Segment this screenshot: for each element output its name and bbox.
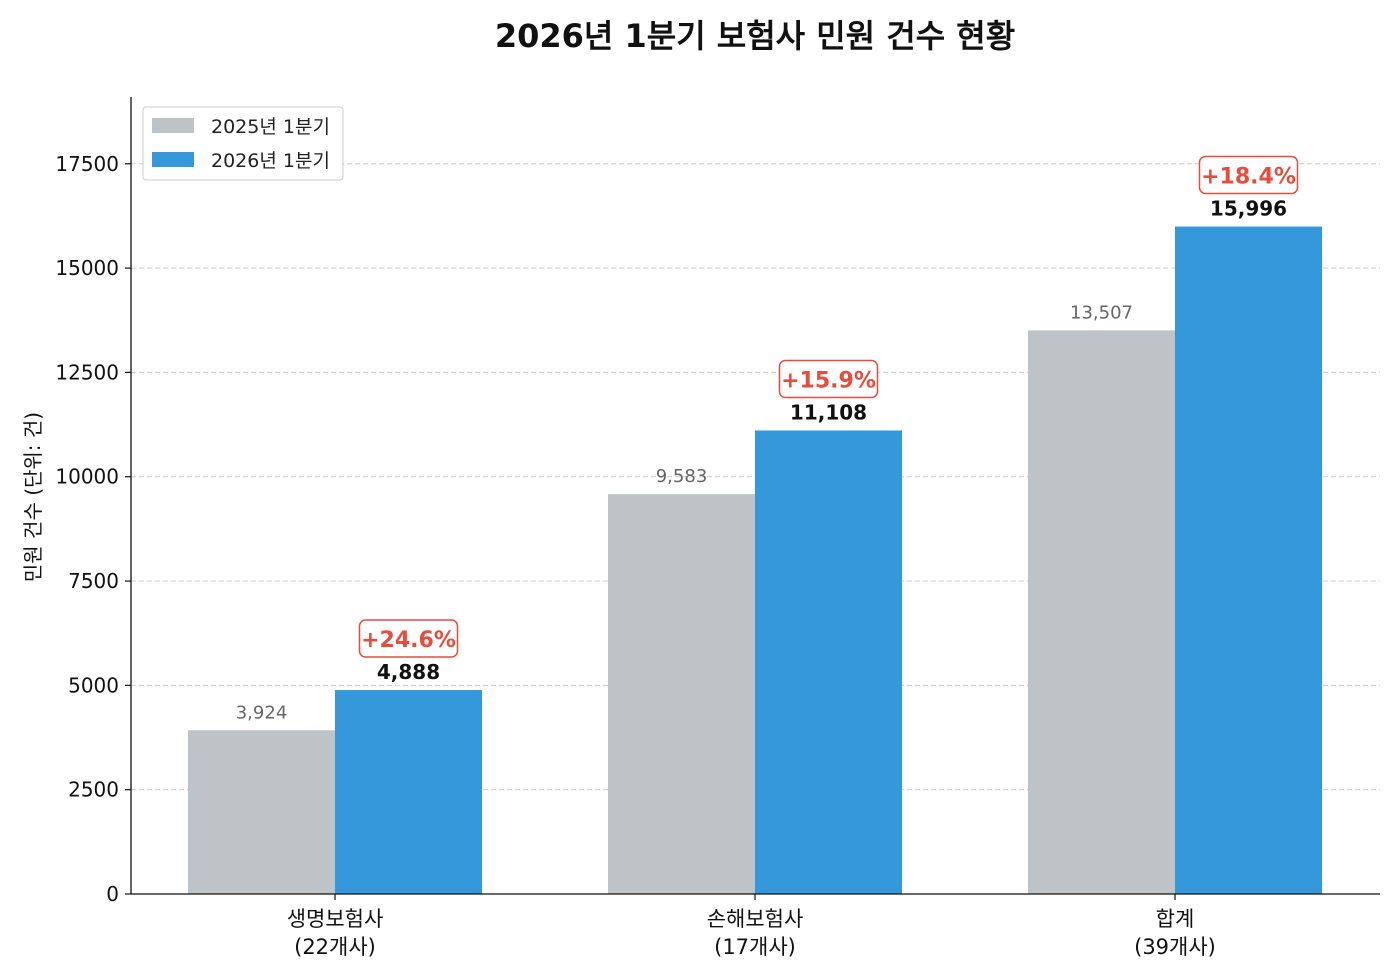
value-label-prev: 13,507 [1070,302,1133,323]
axes: 0 2500 5000 7500 10000 12500 15000 17500 생명보험사 (2… [55,97,1380,959]
growth-label: +15.9% [781,368,876,393]
bar-curr [755,430,902,894]
bar-curr [335,690,482,894]
growth-badge [778,359,879,399]
bars [188,226,1322,894]
category-sublabel: (17개사) [714,935,796,959]
y-tick-label: 0 [106,882,119,906]
category-sublabel: (39개사) [1134,935,1216,959]
legend-label: 2025년 1분기 [211,116,330,138]
bar-prev [608,494,755,894]
legend-label: 2026년 1분기 [211,150,330,172]
y-tick-label: 2500 [68,778,119,802]
y-tick-label: 12500 [55,360,119,384]
chart-title: 2026년 1분기 보험사 민원 건수 현황 [495,17,1015,55]
y-tick-label: 5000 [68,673,119,697]
category-label: 손해보험사 [707,907,804,931]
growth-badge [1198,155,1299,195]
y-tick-label: 10000 [55,465,119,489]
y-tick-label: 15000 [55,256,119,280]
bar-prev [1028,330,1175,894]
y-axis-label: 민원 건수 (단위: 건) [21,412,45,582]
legend-swatch [152,152,194,167]
data-labels: 3,924 4,888 +24.6% 9,583 11,108 +15.9% 13,507 1… [236,155,1299,723]
value-label-curr: 15,996 [1210,197,1287,221]
legend: 2025년 1분기 2026년 1분기 [142,106,344,181]
growth-label: +18.4% [1201,165,1296,190]
category-label: 합계 [1156,907,1195,931]
bar-prev [188,730,335,894]
value-label-curr: 11,108 [790,400,867,424]
category-sublabel: (22개사) [294,935,376,959]
legend-swatch [152,118,194,133]
y-tick-label: 17500 [55,152,119,176]
value-label-curr: 4,888 [377,660,440,684]
category-label: 생명보험사 [287,907,384,931]
growth-label: +24.6% [361,628,456,653]
growth-badge [358,619,459,658]
value-label-prev: 3,924 [236,702,288,723]
value-label-prev: 9,583 [656,466,708,487]
y-tick-label: 7500 [68,569,119,593]
bar-curr [1175,226,1322,894]
